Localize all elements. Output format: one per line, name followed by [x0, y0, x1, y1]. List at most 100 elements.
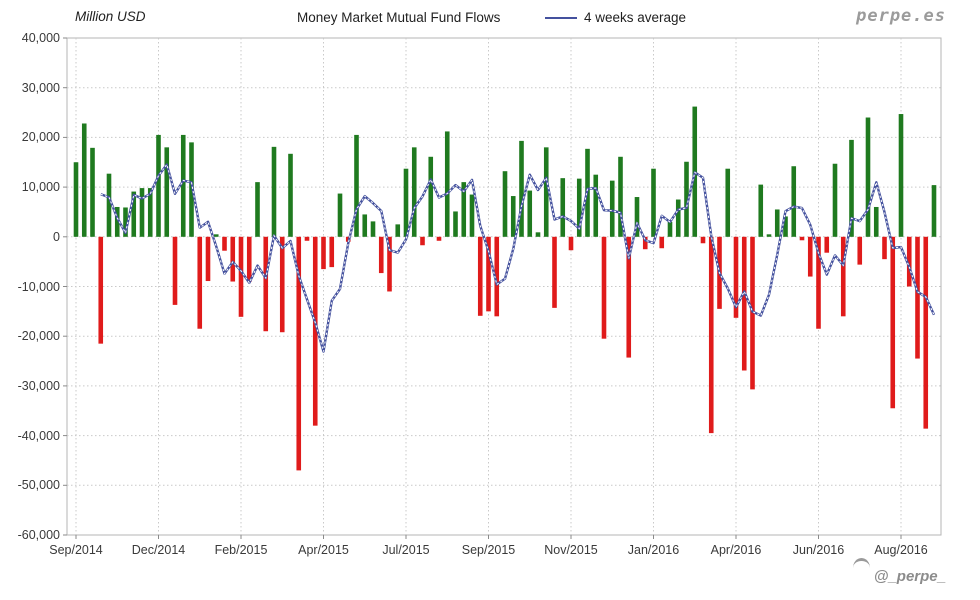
negative-flow-bar — [436, 236, 442, 241]
positive-flow-bar — [131, 191, 137, 237]
positive-flow-bar — [139, 188, 145, 237]
negative-flow-bar — [568, 236, 574, 251]
negative-flow-bar — [799, 236, 805, 241]
positive-flow-bar — [73, 162, 79, 237]
positive-flow-bar — [288, 153, 293, 237]
positive-flow-bar — [873, 206, 879, 237]
negative-flow-bar — [263, 236, 269, 332]
positive-flow-bar — [560, 178, 566, 237]
positive-flow-bar — [147, 188, 153, 237]
negative-flow-bar — [246, 236, 252, 283]
positive-flow-bar — [832, 163, 838, 237]
y-axis-label: 40,000 — [21, 31, 60, 45]
negative-flow-bar — [378, 236, 384, 274]
y-axis-label: 10,000 — [21, 180, 60, 195]
y-axis-label: -20,000 — [17, 329, 60, 344]
negative-flow-bar — [882, 236, 887, 260]
x-axis-label: Apr/2016 — [710, 543, 762, 557]
positive-flow-bar — [370, 221, 376, 237]
negative-flow-bar — [906, 236, 912, 287]
y-axis-label: -40,000 — [17, 428, 60, 443]
positive-flow-bar — [461, 182, 467, 237]
positive-flow-bar — [791, 166, 797, 237]
positive-flow-bar — [354, 134, 359, 237]
chart-title: Money Market Mutual Fund Flows — [297, 10, 501, 25]
positive-flow-bar — [758, 184, 764, 237]
negative-flow-bar — [329, 236, 335, 268]
positive-flow-bar — [453, 211, 458, 237]
negative-flow-bar — [312, 236, 318, 426]
legend-line-swatch — [545, 17, 577, 19]
positive-flow-bar — [527, 190, 533, 237]
y-axis-label: 0 — [53, 229, 60, 244]
negative-flow-bar — [750, 236, 755, 390]
negative-flow-bar — [816, 236, 821, 329]
negative-flow-bar — [923, 236, 929, 429]
negative-flow-bar — [857, 236, 863, 265]
positive-flow-bar — [213, 234, 219, 237]
positive-flow-bar — [651, 168, 656, 237]
positive-flow-bar — [362, 214, 368, 237]
x-axis-label: Jun/2016 — [792, 543, 845, 557]
positive-flow-bar — [271, 146, 277, 237]
positive-flow-bar — [411, 147, 417, 237]
negative-flow-bar — [238, 236, 244, 317]
positive-flow-bar — [189, 142, 194, 237]
x-axis-label: Jan/2016 — [627, 543, 680, 557]
x-axis-label: Nov/2015 — [544, 543, 598, 557]
x-axis-label: Sep/2015 — [461, 543, 516, 557]
x-axis-label: Dec/2014 — [131, 543, 186, 557]
negative-flow-bar — [700, 236, 706, 244]
negative-flow-bar — [222, 236, 227, 251]
positive-flow-bar — [725, 168, 731, 237]
negative-flow-bar — [708, 236, 714, 434]
positive-flow-bar — [849, 139, 854, 237]
negative-flow-bar — [494, 236, 500, 317]
y-axis-unit-label: Million USD — [75, 9, 146, 24]
x-axis-label: Apr/2015 — [298, 543, 349, 557]
positive-flow-bar — [618, 156, 623, 237]
negative-flow-bar — [205, 236, 211, 282]
x-axis-label: Feb/2015 — [214, 543, 268, 557]
negative-flow-bar — [659, 236, 665, 249]
site-watermark: perpe.es — [856, 6, 946, 26]
positive-flow-bar — [123, 207, 128, 237]
y-axis-label: 20,000 — [21, 130, 60, 145]
positive-flow-bar — [428, 156, 434, 237]
positive-flow-bar — [774, 209, 780, 237]
negative-flow-bar — [486, 236, 491, 312]
negative-flow-bar — [172, 236, 178, 305]
negative-flow-bar — [733, 236, 739, 318]
negative-flow-bar — [601, 236, 607, 339]
negative-flow-bar — [304, 236, 310, 241]
y-axis-label: -50,000 — [17, 478, 60, 493]
positive-flow-bar — [510, 196, 516, 237]
positive-flow-bar — [519, 140, 524, 237]
positive-flow-bar — [931, 185, 937, 237]
negative-flow-bar — [197, 236, 203, 329]
positive-flow-bar — [535, 232, 541, 237]
y-axis-label: -10,000 — [17, 279, 60, 294]
positive-flow-bar — [164, 147, 170, 237]
negative-flow-bar — [98, 236, 104, 344]
negative-flow-bar — [552, 236, 557, 308]
negative-flow-bar — [890, 236, 896, 409]
positive-flow-bar — [502, 171, 508, 237]
negative-flow-bar — [321, 236, 326, 270]
negative-flow-bar — [824, 236, 830, 253]
positive-flow-bar — [403, 168, 409, 237]
positive-flow-bar — [675, 199, 681, 237]
negative-flow-bar — [420, 236, 425, 246]
positive-flow-bar — [609, 180, 615, 237]
y-axis-label: 30,000 — [21, 80, 60, 95]
negative-flow-bar — [626, 236, 632, 358]
negative-flow-bar — [477, 236, 483, 316]
positive-flow-bar — [865, 117, 871, 237]
positive-flow-bar — [898, 114, 904, 237]
legend: 4 weeks average — [545, 10, 686, 25]
positive-flow-bar — [156, 134, 161, 237]
negative-flow-bar — [296, 236, 302, 471]
negative-flow-bar — [741, 236, 747, 371]
positive-flow-bar — [106, 173, 112, 237]
